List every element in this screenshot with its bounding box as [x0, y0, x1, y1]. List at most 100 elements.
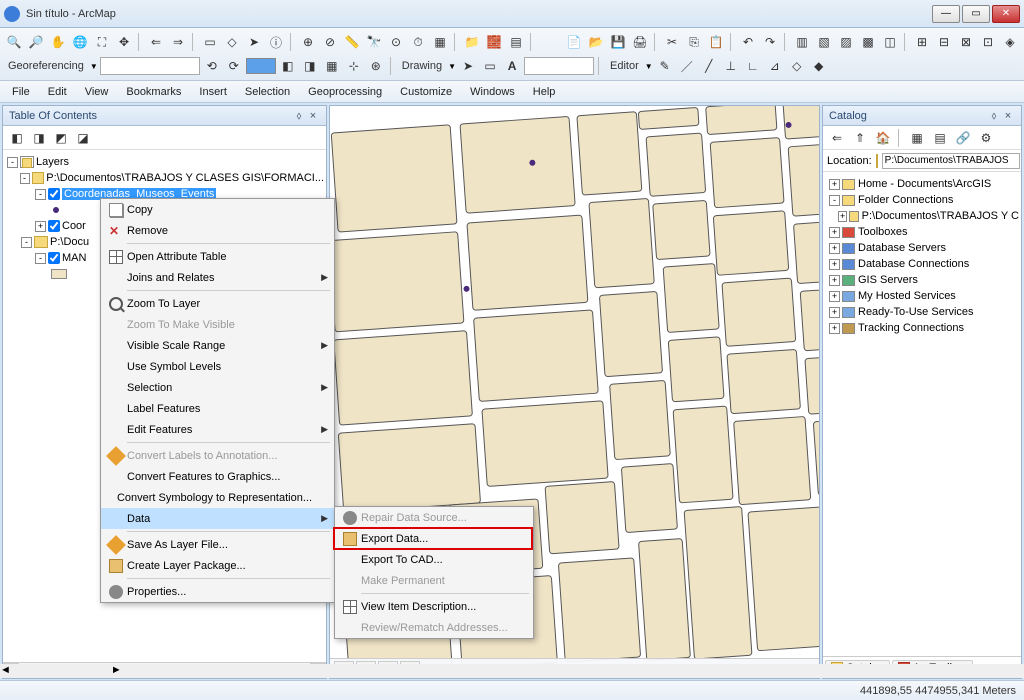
cat-home-icon[interactable]: 🏠	[873, 128, 893, 148]
ctx-visible-scale-range[interactable]: Visible Scale Range▶	[101, 335, 334, 356]
t6-icon[interactable]: ⊞	[912, 32, 932, 52]
catalog-tree-row[interactable]: +Database Servers	[825, 240, 1019, 256]
ctx-open-attribute-table[interactable]: Open Attribute Table	[101, 246, 334, 267]
cut-icon[interactable]: ✂	[662, 32, 682, 52]
gr3-icon[interactable]: ◧	[278, 56, 298, 76]
layer-checkbox[interactable]	[48, 188, 60, 200]
globe-icon[interactable]: 🌐	[70, 32, 90, 52]
zoom-out-icon[interactable]: 🔎	[26, 32, 46, 52]
gr-color[interactable]	[246, 58, 276, 74]
tree-expander[interactable]: -	[21, 237, 32, 248]
tree-label[interactable]: P:\Docu	[50, 236, 89, 248]
fullext-icon[interactable]: ✥	[114, 32, 134, 52]
ctx-use-symbol-levels[interactable]: Use Symbol Levels	[101, 356, 334, 377]
ed7-icon[interactable]: ◇	[787, 56, 807, 76]
time-icon[interactable]: ⏱	[408, 32, 428, 52]
menu-insert[interactable]: Insert	[191, 84, 235, 100]
catalog-tree-row[interactable]: - Folder Connections	[825, 192, 1019, 208]
maximize-button[interactable]: ▭	[962, 5, 990, 23]
tree-expander[interactable]: +	[829, 291, 840, 302]
catalog-tree-row[interactable]: + Ready-To-Use Services	[825, 304, 1019, 320]
catalog-tree-label[interactable]: Database Servers	[858, 242, 946, 254]
tree-expander[interactable]: +	[829, 323, 840, 334]
cat-t2-icon[interactable]: ▤	[930, 128, 950, 148]
catalog-tree-label[interactable]: My Hosted Services	[858, 290, 956, 302]
catalog-tree-label[interactable]: Ready-To-Use Services	[858, 306, 974, 318]
dr-rect-icon[interactable]: ▭	[480, 56, 500, 76]
tree-label[interactable]: Coor	[62, 220, 86, 232]
catalog-tree-row[interactable]: +Database Connections	[825, 256, 1019, 272]
toc-listby-source-icon[interactable]: ◨	[29, 128, 49, 148]
tree-expander[interactable]: -	[20, 173, 30, 184]
catalog-tree-row[interactable]: + My Hosted Services	[825, 288, 1019, 304]
catalog-tree-label[interactable]: Folder Connections	[858, 194, 953, 206]
t2-icon[interactable]: ▧	[814, 32, 834, 52]
catalog-tree-label[interactable]: Tracking Connections	[858, 322, 964, 334]
catalog-tree-row[interactable]: +P:\Documentos\TRABAJOS Y C	[825, 208, 1019, 224]
t4-icon[interactable]: ▩	[858, 32, 878, 52]
catalog-tree-row[interactable]: +Toolboxes	[825, 224, 1019, 240]
ctx-view-item-description[interactable]: View Item Description...	[335, 596, 533, 617]
redo-icon[interactable]: ↷	[760, 32, 780, 52]
cat-conn-icon[interactable]: 🔗	[953, 128, 973, 148]
catalog-tree-row[interactable]: +GIS Servers	[825, 272, 1019, 288]
menu-edit[interactable]: Edit	[40, 84, 75, 100]
menu-help[interactable]: Help	[525, 84, 564, 100]
gr6-icon[interactable]: ⊹	[344, 56, 364, 76]
menu-geoprocessing[interactable]: Geoprocessing	[300, 84, 390, 100]
tree-expander[interactable]: +	[829, 307, 840, 318]
tree-expander[interactable]: +	[829, 259, 840, 270]
t8-icon[interactable]: ⊠	[956, 32, 976, 52]
tree-expander[interactable]: +	[829, 179, 840, 190]
toc-listby-drawing-icon[interactable]: ◧	[7, 128, 27, 148]
ed2-icon[interactable]: ／	[677, 56, 697, 76]
gr1-icon[interactable]: ⟲	[202, 56, 222, 76]
catalog-tree-row[interactable]: + Tracking Connections	[825, 320, 1019, 336]
tree-expander[interactable]: -	[7, 157, 18, 168]
ed5-icon[interactable]: ∟	[743, 56, 763, 76]
ed6-icon[interactable]: ⊿	[765, 56, 785, 76]
location-input[interactable]	[882, 153, 1020, 169]
ctx-edit-features[interactable]: Edit Features▶	[101, 419, 334, 440]
toc-listby-vis-icon[interactable]: ◩	[51, 128, 71, 148]
menu-windows[interactable]: Windows	[462, 84, 523, 100]
tree-row[interactable]: - P:\Documentos\TRABAJOS Y CLASES GIS\FOR…	[5, 170, 324, 186]
cat-opts-icon[interactable]: ⚙	[976, 128, 996, 148]
cat-up-icon[interactable]: ⇑	[850, 128, 870, 148]
print-icon[interactable]: 🖨	[630, 32, 650, 52]
t7-icon[interactable]: ⊟	[934, 32, 954, 52]
ed4-icon[interactable]: ⊥	[721, 56, 741, 76]
catalog-pin-icon[interactable]: ⬨	[987, 109, 1001, 123]
toc-pin-icon[interactable]: ⬨	[292, 109, 306, 123]
close-button[interactable]: ✕	[992, 5, 1020, 23]
back-icon[interactable]: ⇐	[146, 32, 166, 52]
tree-expander[interactable]: +	[838, 211, 846, 222]
tree-label[interactable]: P:\Documentos\TRABAJOS Y CLASES GIS\FORM…	[46, 172, 324, 184]
identify-icon[interactable]: ⓘ	[266, 32, 286, 52]
tree-root-label[interactable]: Layers	[36, 156, 69, 168]
dr-txt-icon[interactable]: A	[502, 56, 522, 76]
cat-scroll-right-icon[interactable]: ►	[111, 664, 122, 678]
measure-icon[interactable]: 📏	[342, 32, 362, 52]
catalog-hscroll[interactable]: ◄ ►	[0, 664, 1024, 678]
tool-icon[interactable]: ⊕	[298, 32, 318, 52]
menu-selection[interactable]: Selection	[237, 84, 298, 100]
ctx-copy[interactable]: Copy	[101, 199, 334, 220]
catalog-tree-label[interactable]: Home - Documents\ArcGIS	[858, 178, 991, 190]
gr5-icon[interactable]: ▦	[322, 56, 342, 76]
tree-expander[interactable]: +	[829, 227, 840, 238]
undo-icon[interactable]: ↶	[738, 32, 758, 52]
menu-bookmarks[interactable]: Bookmarks	[118, 84, 189, 100]
save-icon[interactable]: 💾	[608, 32, 628, 52]
tbl-icon[interactable]: ▦	[430, 32, 450, 52]
pointer-icon[interactable]: ➤	[244, 32, 264, 52]
expand-icon[interactable]: ⛶	[92, 32, 112, 52]
select-icon[interactable]: ▭	[200, 32, 220, 52]
gr4-icon[interactable]: ◨	[300, 56, 320, 76]
layer-checkbox[interactable]	[48, 220, 60, 232]
tree-expander[interactable]: -	[35, 189, 46, 200]
tree-expander[interactable]: -	[829, 195, 840, 206]
ctx-label-features[interactable]: Label Features	[101, 398, 334, 419]
ctx-remove[interactable]: ✕Remove	[101, 220, 334, 241]
fwd-icon[interactable]: ⇒	[168, 32, 188, 52]
